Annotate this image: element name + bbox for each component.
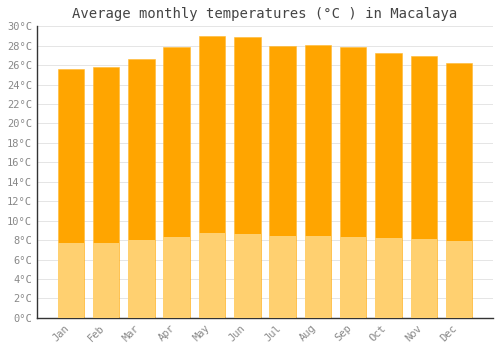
Bar	[234, 233, 260, 318]
Bar	[58, 69, 84, 318]
Bar	[234, 37, 260, 318]
Bar	[164, 47, 190, 318]
Bar	[375, 238, 402, 318]
Bar	[58, 243, 84, 318]
Bar	[446, 63, 472, 318]
Bar	[304, 45, 331, 318]
Bar	[198, 233, 225, 318]
Bar	[198, 36, 225, 318]
Bar	[164, 237, 190, 318]
Bar	[270, 236, 296, 318]
Bar	[410, 239, 437, 318]
Bar	[93, 243, 120, 318]
Bar	[375, 52, 402, 318]
Bar	[128, 59, 154, 318]
Bar	[270, 46, 296, 318]
Bar	[304, 236, 331, 318]
Bar	[410, 56, 437, 318]
Bar	[340, 47, 366, 318]
Bar	[93, 67, 120, 318]
Title: Average monthly temperatures (°C ) in Macalaya: Average monthly temperatures (°C ) in Ma…	[72, 7, 458, 21]
Bar	[128, 240, 154, 318]
Bar	[446, 241, 472, 318]
Bar	[340, 237, 366, 318]
